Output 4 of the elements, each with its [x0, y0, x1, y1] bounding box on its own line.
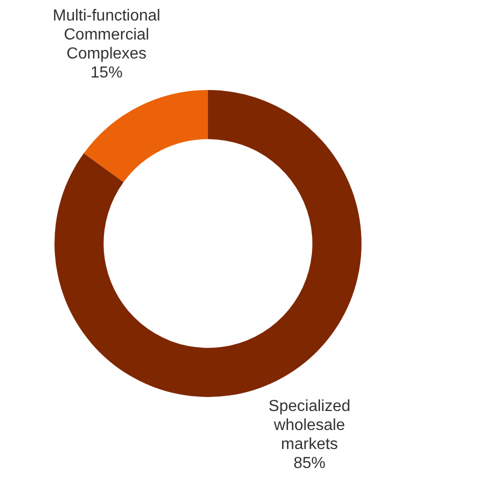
slice-label: Multi-functional Commercial Complexes [52, 7, 160, 62]
data-label: 15% [90, 64, 123, 82]
slice-label: Specialized wholesale markets [268, 398, 350, 453]
data-label: 85% [293, 454, 326, 472]
